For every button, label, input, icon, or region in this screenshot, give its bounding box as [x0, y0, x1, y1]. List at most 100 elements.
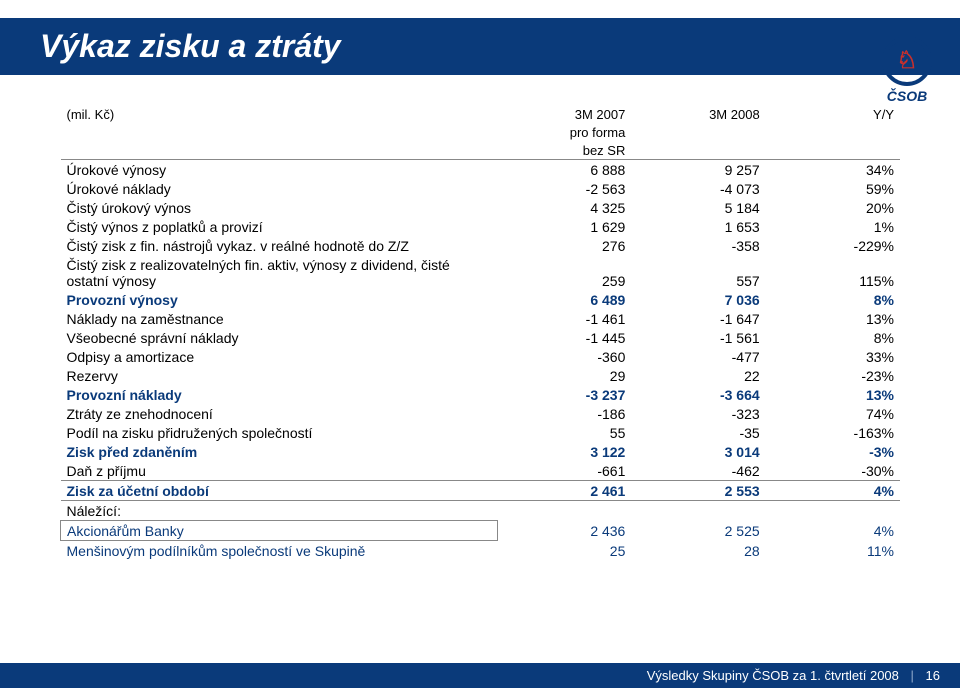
row-v2: -358 — [631, 236, 765, 255]
net-label: Zisk za účetní období — [61, 481, 498, 501]
row-label: Náklady na zaměstnance — [61, 309, 498, 328]
row-v3: 1% — [766, 217, 900, 236]
header-col1-line1: 3M 2007 — [497, 105, 631, 123]
table-row: Úrokové výnosy6 8889 25734% — [61, 160, 901, 180]
row-v1: 6 888 — [497, 160, 631, 180]
table-row: Čistý zisk z fin. nástrojů vykaz. v reál… — [61, 236, 901, 255]
content: (mil. Kč) 3M 2007 3M 2008 Y/Y pro forma … — [0, 75, 960, 560]
row-v2: 7 036 — [631, 290, 765, 309]
logo-text: ČSOB — [882, 88, 932, 104]
row-v3: -3% — [766, 442, 900, 461]
row-label: Úrokové výnosy — [61, 160, 498, 180]
minority-label: Menšinovým podílníkům společností ve Sku… — [61, 541, 498, 561]
row-v1: 276 — [497, 236, 631, 255]
net-row: Zisk za účetní období 2 461 2 553 4% — [61, 481, 901, 501]
row-label: Čistý úrokový výnos — [61, 198, 498, 217]
row-v1: 6 489 — [497, 290, 631, 309]
table-header-sub2: bez SR — [61, 141, 901, 160]
row-v3: -23% — [766, 366, 900, 385]
row-label: Provozní náklady — [61, 385, 498, 404]
row-v2: 22 — [631, 366, 765, 385]
row-v2: -1 561 — [631, 328, 765, 347]
row-v3: -163% — [766, 423, 900, 442]
shareholders-v2: 2 525 — [631, 521, 765, 541]
logo-lion-icon: ♘ — [892, 46, 922, 76]
row-v1: 1 629 — [497, 217, 631, 236]
row-v1: -661 — [497, 461, 631, 481]
row-v1: -3 237 — [497, 385, 631, 404]
row-v2: 5 184 — [631, 198, 765, 217]
page-title: Výkaz zisku a ztráty — [40, 28, 920, 65]
row-v3: 20% — [766, 198, 900, 217]
table-row: Čistý výnos z poplatků a provizí1 6291 6… — [61, 217, 901, 236]
row-v3: -30% — [766, 461, 900, 481]
row-label: Všeobecné správní náklady — [61, 328, 498, 347]
row-label: Odpisy a amortizace — [61, 347, 498, 366]
table-row: Zisk před zdaněním3 1223 014-3% — [61, 442, 901, 461]
header-col2: 3M 2008 — [631, 105, 765, 123]
header-col3: Y/Y — [766, 105, 900, 123]
table-row: Čistý úrokový výnos4 3255 18420% — [61, 198, 901, 217]
row-v3: 13% — [766, 385, 900, 404]
row-v2: 557 — [631, 255, 765, 290]
row-label: Rezervy — [61, 366, 498, 385]
table-row: Ztráty ze znehodnocení-186-32374% — [61, 404, 901, 423]
net-v2: 2 553 — [631, 481, 765, 501]
row-v3: -229% — [766, 236, 900, 255]
row-v2: 1 653 — [631, 217, 765, 236]
header-unit: (mil. Kč) — [61, 105, 498, 123]
table-row: Odpisy a amortizace-360-47733% — [61, 347, 901, 366]
row-v2: -1 647 — [631, 309, 765, 328]
shareholders-v1: 2 436 — [497, 521, 631, 541]
row-v3: 59% — [766, 179, 900, 198]
row-v3: 8% — [766, 328, 900, 347]
row-v1: -1 461 — [497, 309, 631, 328]
row-v3: 33% — [766, 347, 900, 366]
table-row: Provozní náklady-3 237-3 66413% — [61, 385, 901, 404]
row-v3: 115% — [766, 255, 900, 290]
net-v1: 2 461 — [497, 481, 631, 501]
row-label: Daň z příjmu — [61, 461, 498, 481]
table-row: Úrokové náklady-2 563-4 07359% — [61, 179, 901, 198]
table-header-row: (mil. Kč) 3M 2007 3M 2008 Y/Y — [61, 105, 901, 123]
table-header-sub1: pro forma — [61, 123, 901, 141]
logo-circle-icon: ♘ — [882, 36, 932, 86]
belonging-label: Náležící: — [61, 501, 498, 521]
pl-table: (mil. Kč) 3M 2007 3M 2008 Y/Y pro forma … — [60, 105, 900, 560]
header-col1-line2: pro forma — [497, 123, 631, 141]
table-row: Čistý zisk z realizovatelných fin. aktiv… — [61, 255, 901, 290]
logo: ♘ ČSOB — [882, 36, 932, 104]
table-row: Podíl na zisku přidružených společností5… — [61, 423, 901, 442]
row-label: Čistý zisk z fin. nástrojů vykaz. v reál… — [61, 236, 498, 255]
table-row: Všeobecné správní náklady-1 445-1 5618% — [61, 328, 901, 347]
table-row: Náklady na zaměstnance-1 461-1 64713% — [61, 309, 901, 328]
row-v2: -477 — [631, 347, 765, 366]
footer: Výsledky Skupiny ČSOB za 1. čtvrtletí 20… — [0, 663, 960, 688]
title-bar: Výkaz zisku a ztráty — [0, 18, 960, 75]
row-v1: -1 445 — [497, 328, 631, 347]
row-label: Ztráty ze znehodnocení — [61, 404, 498, 423]
minority-v1: 25 — [497, 541, 631, 561]
row-v1: 3 122 — [497, 442, 631, 461]
row-v2: -3 664 — [631, 385, 765, 404]
minority-v3: 11% — [766, 541, 900, 561]
row-v2: 3 014 — [631, 442, 765, 461]
header-col1-line3: bez SR — [497, 141, 631, 160]
row-label: Podíl na zisku přidružených společností — [61, 423, 498, 442]
footer-separator-icon: | — [911, 668, 914, 683]
row-v2: -323 — [631, 404, 765, 423]
row-v1: 29 — [497, 366, 631, 385]
table-row: Provozní výnosy6 4897 0368% — [61, 290, 901, 309]
row-v3: 34% — [766, 160, 900, 180]
row-v2: 9 257 — [631, 160, 765, 180]
row-label: Provozní výnosy — [61, 290, 498, 309]
row-v1: -360 — [497, 347, 631, 366]
shareholders-row: Akcionářům Banky 2 436 2 525 4% — [61, 521, 901, 541]
row-v3: 8% — [766, 290, 900, 309]
row-label: Zisk před zdaněním — [61, 442, 498, 461]
row-label: Čistý výnos z poplatků a provizí — [61, 217, 498, 236]
row-v2: -462 — [631, 461, 765, 481]
footer-page: 16 — [926, 668, 940, 683]
row-v3: 74% — [766, 404, 900, 423]
shareholders-label: Akcionářům Banky — [61, 521, 498, 541]
